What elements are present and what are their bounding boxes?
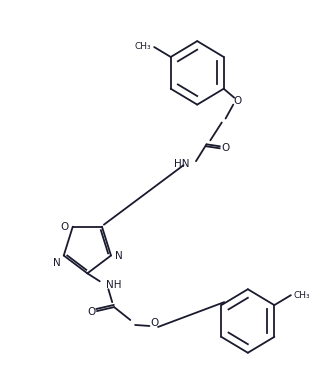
Text: NH: NH (106, 280, 122, 290)
Text: O: O (233, 96, 241, 105)
Text: CH₃: CH₃ (294, 291, 310, 300)
Text: N: N (115, 251, 123, 261)
Text: O: O (61, 222, 69, 232)
Text: O: O (87, 307, 95, 317)
Text: CH₃: CH₃ (135, 42, 151, 50)
Text: N: N (53, 258, 61, 267)
Text: O: O (222, 143, 230, 153)
Text: HN: HN (174, 159, 189, 169)
Text: O: O (150, 318, 158, 328)
